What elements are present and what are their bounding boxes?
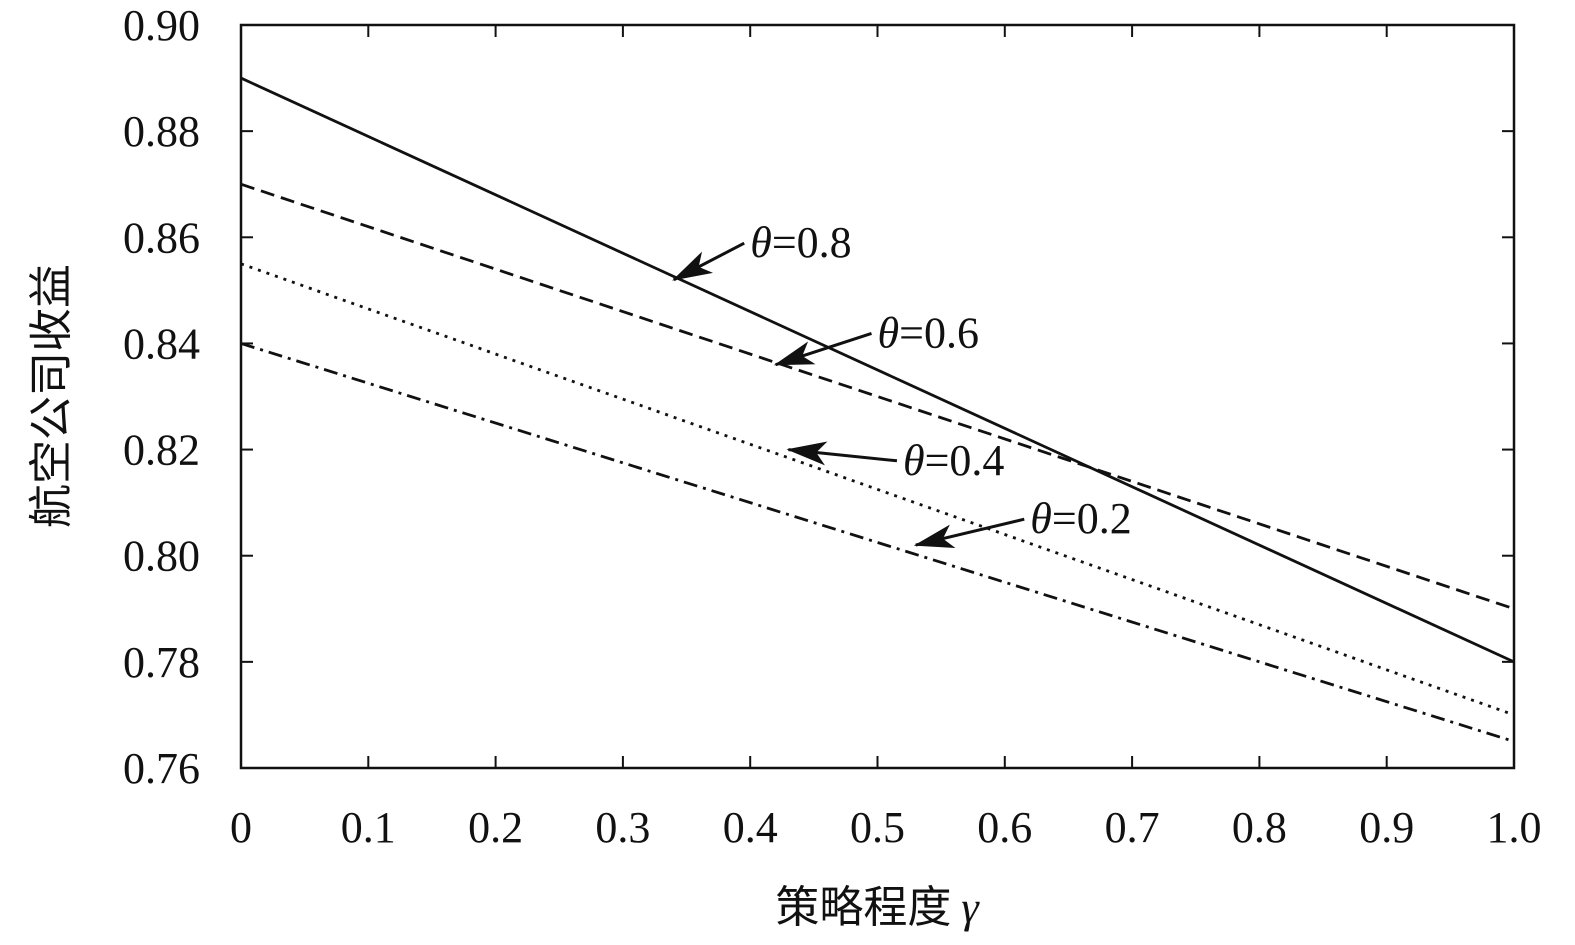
- y-axis-title: 航空公司收益: [26, 264, 77, 528]
- y-tick-label: 0.76: [123, 744, 200, 793]
- series-label: θ=0.6: [878, 308, 979, 357]
- x-tick-label: 0.5: [850, 803, 905, 852]
- x-tick-label: 0.9: [1359, 803, 1414, 852]
- x-axis-ticks: 0 0.1 0.2 0.3 0.4 0.5 0.6 0.7 0.8 0.9 1.0: [230, 25, 1542, 852]
- series-annotations: θ=0.8 θ=0.6 θ=0.4 θ=0.2: [672, 218, 1132, 548]
- series-line: [240, 76, 1515, 664]
- x-tick-label: 0.6: [977, 803, 1032, 852]
- x-tick-label: 0: [230, 803, 252, 852]
- series-line: [240, 262, 1515, 717]
- x-tick-label: 0.3: [595, 803, 650, 852]
- series-line: [240, 342, 1515, 743]
- y-tick-label: 0.86: [123, 213, 200, 262]
- annotation-arrow: [672, 241, 745, 282]
- y-tick-label: 0.80: [123, 532, 200, 581]
- y-tick-label: 0.84: [123, 319, 200, 368]
- y-tick-label: 0.78: [123, 638, 200, 687]
- series-label: θ=0.4: [903, 436, 1004, 485]
- x-axis-title: 策略程度 γ: [775, 882, 980, 933]
- x-tick-label: 0.2: [468, 803, 523, 852]
- series-lines: [240, 76, 1515, 743]
- x-axis-variable: γ: [961, 883, 980, 932]
- y-axis-ticks: 0.76 0.78 0.80 0.82 0.84 0.86 0.88 0.90: [123, 1, 1514, 793]
- x-tick-label: 0.8: [1232, 803, 1287, 852]
- x-axis-title-text: 策略程度: [775, 882, 951, 933]
- x-tick-label: 0.7: [1105, 803, 1160, 852]
- annotation-arrow: [913, 517, 1025, 548]
- x-tick-label: 0.1: [341, 803, 396, 852]
- y-tick-label: 0.90: [123, 1, 200, 50]
- series-label: θ=0.8: [750, 218, 851, 267]
- x-tick-label: 0.4: [723, 803, 778, 852]
- series-line: [240, 182, 1515, 611]
- y-tick-label: 0.82: [123, 426, 200, 475]
- series-label: θ=0.2: [1030, 494, 1131, 543]
- annotation-arrow: [786, 441, 898, 466]
- x-tick-label: 1.0: [1487, 803, 1542, 852]
- annotation-arrow: [773, 332, 872, 367]
- plot-frame: [239, 23, 1516, 770]
- y-tick-label: 0.88: [123, 107, 200, 156]
